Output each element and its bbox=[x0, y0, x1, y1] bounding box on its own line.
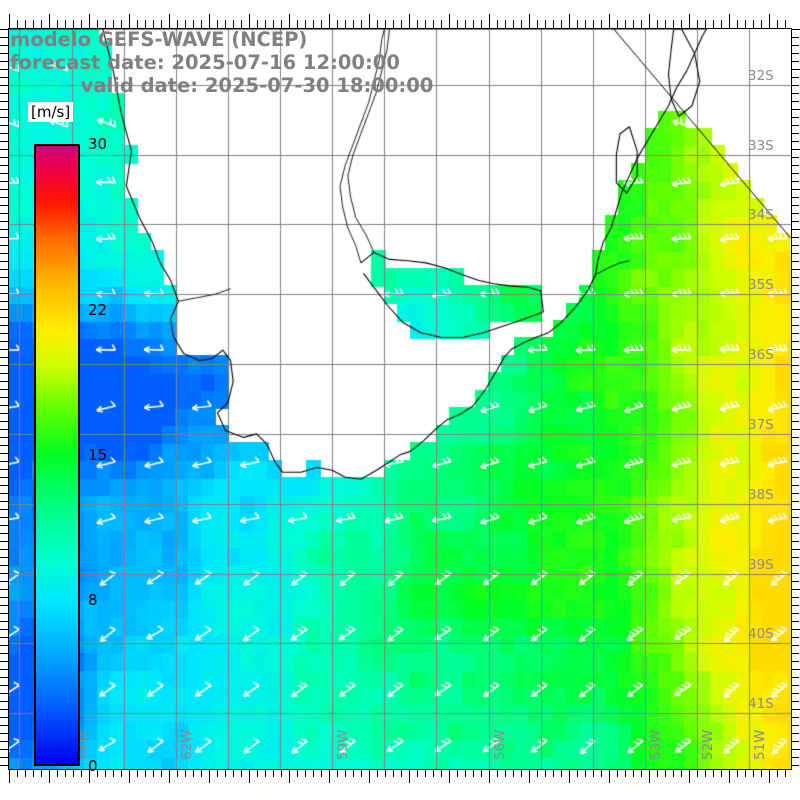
colorbar-tick-0: 0 bbox=[88, 757, 98, 775]
coastline-grid-barbs-canvas bbox=[9, 29, 791, 769]
right-tick-rail bbox=[791, 29, 800, 769]
left-tick-rail bbox=[0, 29, 8, 769]
colorbar-tick-30: 30 bbox=[88, 135, 108, 153]
colorbar-tick-22: 22 bbox=[88, 300, 108, 319]
bottom-tick-rail bbox=[9, 769, 791, 783]
map-plot-area[interactable] bbox=[8, 28, 792, 770]
colorbar-tick-15: 15 bbox=[88, 446, 108, 464]
colorbar-unit-label: [m/s] bbox=[28, 102, 74, 122]
top-tick-rail bbox=[9, 14, 791, 28]
colorbar-tick-8: 8 bbox=[88, 591, 98, 610]
colorbar-gradient bbox=[34, 144, 80, 766]
